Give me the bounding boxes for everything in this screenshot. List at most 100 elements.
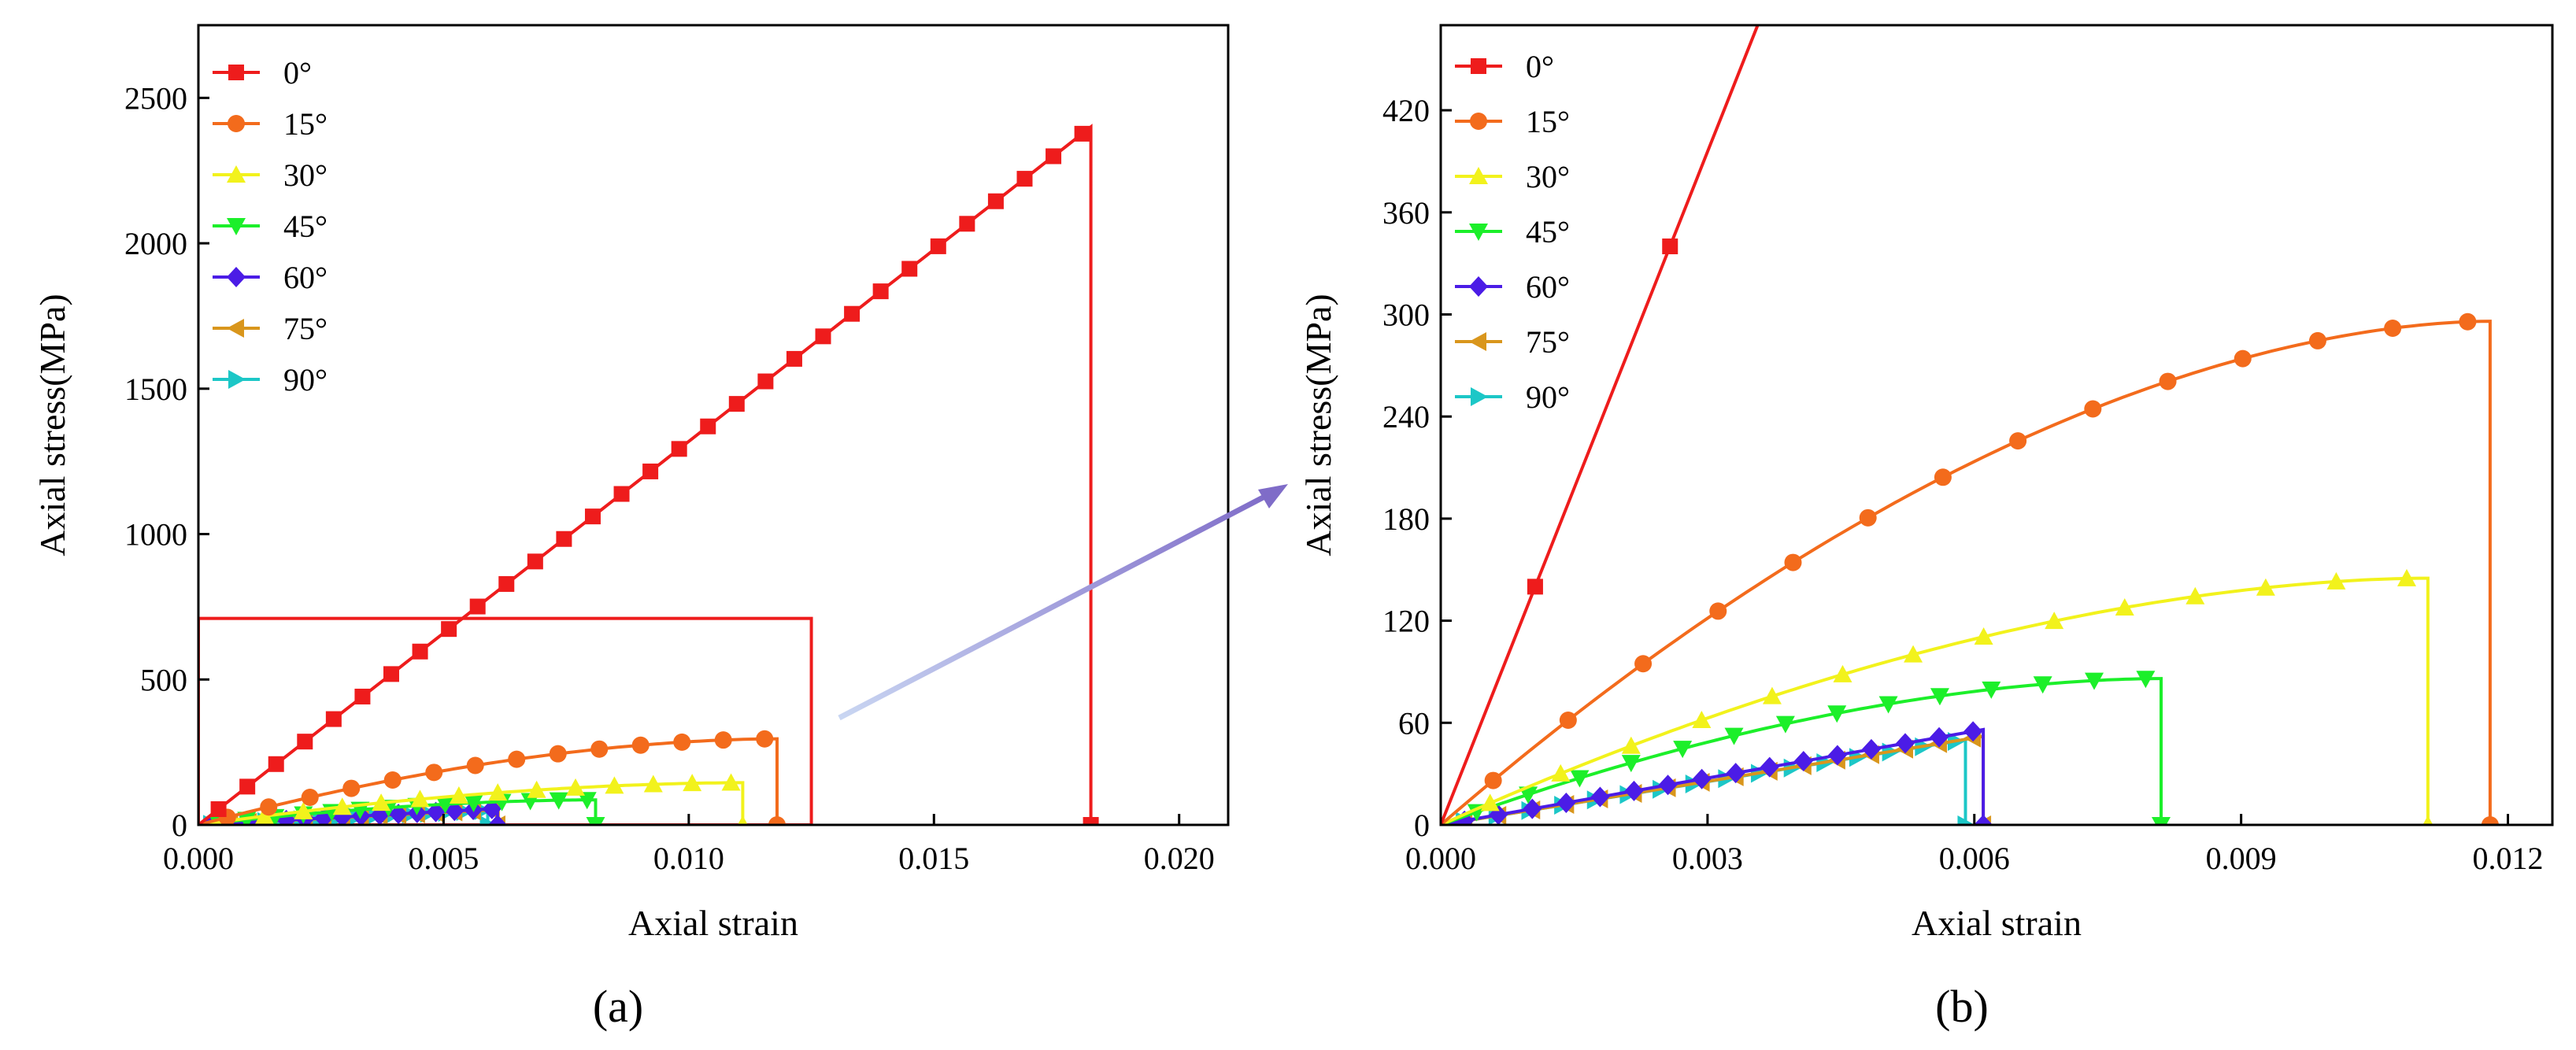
legend-marker-30deg-a (227, 165, 246, 183)
series-15deg-a (198, 730, 786, 825)
failure-point-30deg-b (2422, 815, 2434, 825)
data-point-30deg-b (1551, 763, 1571, 782)
data-point-0deg-b (1527, 579, 1543, 595)
series-45deg-b (1441, 671, 2171, 825)
data-point-0deg-a (210, 800, 227, 817)
legend-item-60deg-a: 60° (213, 260, 328, 295)
zoom-arrow-line (838, 491, 1271, 721)
legend-marker-60deg-a (227, 267, 246, 287)
data-point-60deg-b (1861, 738, 1881, 760)
data-point-45deg-b (1930, 688, 1949, 706)
legend-label-0deg-b: 0° (1526, 49, 1554, 84)
x-tick-label-b: 0.012 (2473, 841, 2544, 876)
legend-marker-90deg-a (228, 370, 246, 389)
data-point-30deg-a (605, 776, 624, 794)
x-tick-label-b: 0.003 (1672, 841, 1743, 876)
data-point-0deg-a (325, 711, 342, 727)
data-point-15deg-b (1559, 711, 1577, 729)
x-tick-label-a: 0.005 (408, 841, 479, 876)
data-point-45deg-a (549, 792, 568, 810)
y-tick-label-a: 1500 (124, 372, 187, 407)
data-point-0deg-a (728, 396, 745, 412)
legend-item-60deg-b: 60° (1455, 269, 1570, 305)
y-tick-label-a: 500 (140, 662, 187, 697)
legend-marker-45deg-b (1469, 224, 1488, 241)
x-tick-label-a: 0.010 (653, 841, 724, 876)
legend-item-90deg-b: 90° (1455, 379, 1570, 415)
data-point-30deg-a (294, 801, 313, 819)
data-point-15deg-a (549, 745, 567, 763)
data-point-0deg-b (1662, 238, 1678, 255)
data-point-0deg-a (412, 643, 428, 660)
data-point-45deg-a (435, 796, 455, 814)
data-point-15deg-a (466, 756, 484, 775)
y-tick-label-b: 0 (1414, 808, 1430, 843)
data-point-0deg-a (901, 261, 918, 277)
data-point-15deg-a (508, 750, 526, 768)
data-point-15deg-a (631, 736, 650, 754)
data-point-60deg-a (370, 804, 390, 825)
data-point-15deg-b (2459, 312, 2477, 331)
data-point-45deg-a (464, 795, 483, 813)
data-point-30deg-a (488, 783, 508, 801)
failure-point-60deg-b (1974, 815, 1993, 825)
data-point-0deg-a (987, 193, 1004, 209)
data-point-30deg-b (2256, 578, 2275, 596)
x-tick-label-a: 0.015 (898, 841, 969, 876)
x-tick-label-b: 0.009 (2206, 841, 2277, 876)
series-30deg-b (1441, 568, 2434, 825)
data-point-45deg-b (1519, 786, 1538, 804)
data-point-30deg-b (1621, 736, 1641, 754)
legend-item-15deg-a: 15° (213, 106, 328, 142)
data-point-45deg-b (1775, 715, 1795, 734)
data-point-0deg-a (556, 531, 572, 547)
legend-item-15deg-b: 15° (1455, 104, 1570, 139)
legend-a: 0° 15° 30° 45° 60° 75° 90° (213, 55, 328, 397)
data-point-30deg-a (332, 797, 352, 815)
data-point-15deg-a (425, 763, 443, 782)
data-point-30deg-b (2045, 612, 2064, 630)
plot-area-a (198, 124, 1099, 825)
ticks-b: 0.000 0.003 0.006 0.009 0.012 0 60 120 180 240 300… (1382, 93, 2544, 876)
data-point-30deg-a (566, 778, 586, 796)
data-point-0deg-a (268, 756, 284, 772)
series-30deg-a (198, 773, 748, 825)
data-point-60deg-b (1827, 745, 1847, 766)
data-point-0deg-a (469, 598, 486, 615)
data-point-60deg-b (1963, 721, 1983, 742)
series-0deg-a (198, 124, 1099, 825)
data-point-15deg-b (1784, 553, 1802, 571)
failure-point-45deg-b (2151, 817, 2171, 825)
data-point-15deg-a (301, 789, 319, 807)
y-tick-label-a: 1000 (124, 517, 187, 553)
data-point-0deg-a (642, 463, 659, 479)
data-point-30deg-b (1480, 793, 1500, 812)
legend-marker-15deg-a (228, 115, 245, 132)
legend-label-90deg-b: 90° (1526, 379, 1570, 415)
axes-frame-b (1439, 24, 2554, 826)
data-point-15deg-b (1484, 771, 1502, 789)
data-point-30deg-b (2396, 568, 2416, 586)
data-point-15deg-b (1709, 602, 1727, 620)
y-tick-label-a: 0 (172, 808, 187, 843)
data-point-30deg-a (372, 793, 391, 812)
data-point-15deg-b (2009, 432, 2027, 450)
data-point-60deg-b (1896, 733, 1915, 754)
panel-label-a: (a) (593, 981, 643, 1032)
data-point-60deg-b (1489, 804, 1508, 825)
x-tick-label-b: 0.000 (1405, 841, 1476, 876)
legend-label-45deg-a: 45° (283, 209, 328, 244)
data-point-15deg-a (260, 798, 278, 816)
y-tick-label-a: 2000 (124, 226, 187, 261)
legend-item-30deg-a: 30° (213, 157, 328, 193)
data-point-30deg-b (1904, 645, 1923, 663)
data-point-0deg-a (815, 328, 831, 345)
data-point-0deg-a (383, 666, 400, 682)
data-point-0deg-a (786, 350, 802, 367)
x-axis-label-b: Axial strain (1912, 903, 2082, 943)
series-0deg-b (1441, 25, 1760, 825)
data-point-0deg-a (613, 486, 630, 502)
legend-item-75deg-a: 75° (213, 311, 328, 346)
zoom-arrow (838, 484, 1288, 721)
